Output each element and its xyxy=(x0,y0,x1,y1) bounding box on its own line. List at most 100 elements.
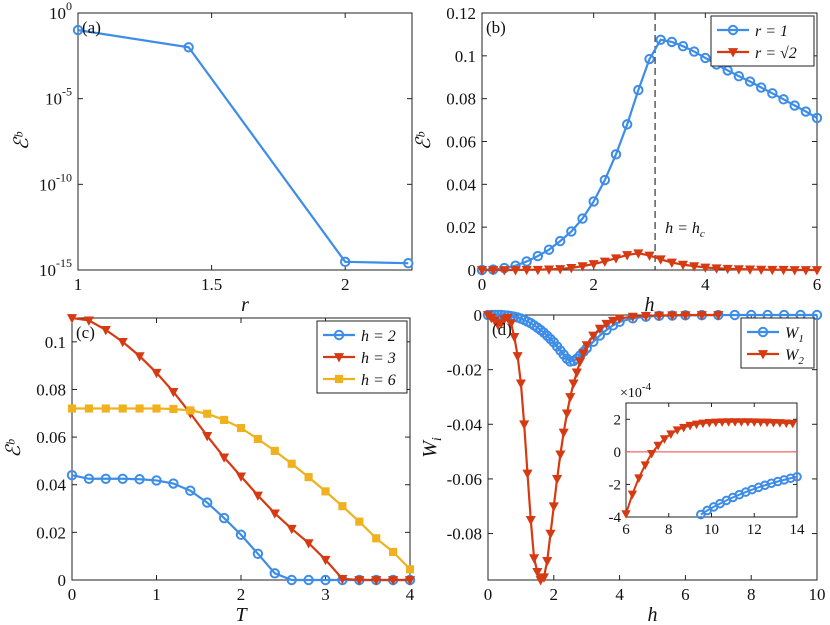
x-axis-label: h xyxy=(645,294,655,316)
data-point xyxy=(152,404,161,413)
data-point xyxy=(521,265,532,276)
data-point xyxy=(666,36,678,48)
y-tick-label: 0.12 xyxy=(446,4,476,23)
legend-box xyxy=(710,15,815,67)
data-point xyxy=(168,387,179,398)
inset-data-point xyxy=(736,418,747,427)
data-point xyxy=(577,213,588,224)
legend: h = 2 h = 3 h = 6 xyxy=(316,320,408,394)
data-point xyxy=(680,311,691,321)
data-point xyxy=(578,349,589,359)
data-point xyxy=(633,249,644,259)
y-tick-label: 0.02 xyxy=(36,523,66,542)
data-point xyxy=(577,262,588,272)
data-point xyxy=(286,524,297,535)
data-point xyxy=(554,235,566,247)
data-point xyxy=(269,509,280,519)
data-point xyxy=(338,502,347,511)
data-point xyxy=(287,459,296,468)
data-point xyxy=(778,94,789,105)
legend-label: h = 3 xyxy=(361,350,396,367)
inset-data-point xyxy=(711,418,721,428)
data-point xyxy=(202,497,213,508)
inset-data-point xyxy=(666,430,676,439)
data-point xyxy=(320,574,331,586)
y-axis-label: ℰᵇ xyxy=(11,131,33,150)
x-tick-label: 10 xyxy=(809,585,826,604)
x-axis-label: r xyxy=(241,294,249,316)
legend-marker xyxy=(757,326,769,338)
data-point xyxy=(700,263,711,273)
data-point xyxy=(169,404,178,414)
data-point xyxy=(601,319,612,330)
y-tick-label: -0.06 xyxy=(447,470,482,489)
inset-data-point xyxy=(640,461,650,470)
x-tick-label: 4 xyxy=(406,585,415,604)
data-point xyxy=(183,42,194,53)
inset-data-point xyxy=(756,418,766,428)
data-point xyxy=(696,311,707,321)
panel-label: (c) xyxy=(76,323,95,342)
data-point xyxy=(67,404,77,413)
data-point xyxy=(677,40,689,52)
y-tick-label: 0.1 xyxy=(455,47,476,66)
series-h-6 xyxy=(67,404,415,574)
data-point xyxy=(270,446,279,455)
data-point xyxy=(689,262,700,272)
inset-data-point xyxy=(762,418,772,428)
inset-data-point xyxy=(679,423,689,433)
data-point xyxy=(72,24,84,36)
series-r-2 xyxy=(476,249,823,276)
legend-label: r = √2 xyxy=(755,45,797,62)
x-tick-label: 1.5 xyxy=(201,275,222,294)
data-point xyxy=(568,379,579,389)
data-point xyxy=(594,324,605,335)
data-point xyxy=(510,266,521,276)
data-point xyxy=(607,316,619,327)
data-point xyxy=(588,196,599,207)
inset-data-point xyxy=(627,490,638,500)
inset-data-point xyxy=(653,441,663,451)
panel-label: (a) xyxy=(82,18,101,37)
data-point xyxy=(542,557,553,567)
x-tick-label: 6 xyxy=(681,585,690,604)
panel-a: 1 1.5 2 10-15 10-10 10-5 100 r ℰᵇ (a) xyxy=(11,0,414,316)
data-point xyxy=(614,314,625,325)
data-point xyxy=(789,100,800,111)
x-tick-label: 6 xyxy=(813,275,822,294)
data-point xyxy=(304,473,313,482)
inset-data-point xyxy=(768,419,779,428)
y-tick-label: 0.06 xyxy=(36,428,66,447)
x-tick-label: 2 xyxy=(341,275,350,294)
data-point xyxy=(610,149,622,160)
data-point xyxy=(654,311,665,322)
legend-marker xyxy=(727,48,739,58)
y-tick-label: 10-5 xyxy=(45,85,72,109)
series-h-3 xyxy=(66,314,416,586)
data-point xyxy=(711,264,722,274)
data-point xyxy=(543,244,555,255)
inset-data-point xyxy=(749,418,759,427)
data-point xyxy=(532,250,544,262)
data-point xyxy=(767,265,778,276)
data-point xyxy=(236,423,246,433)
data-point xyxy=(203,409,212,418)
panel-b: 0 2 4 6 0 0.02 0.04 0.06 0.08 0.1 0.12 h ℰᵇ h = hc (b)… xyxy=(413,4,823,316)
series-r-1 xyxy=(476,34,823,276)
data-point xyxy=(545,529,556,540)
data-point xyxy=(599,174,611,186)
data-point xyxy=(151,368,162,379)
data-point xyxy=(800,266,811,276)
data-point xyxy=(800,106,812,117)
data-point xyxy=(476,266,488,276)
inset-y-tick-label: -4 xyxy=(609,510,622,526)
inset-x-tick-label: 14 xyxy=(790,522,806,538)
data-point xyxy=(235,529,247,540)
panel-label: (b) xyxy=(486,18,506,37)
data-point xyxy=(405,565,415,574)
inset-data-point xyxy=(659,435,670,444)
x-tick-label: 0 xyxy=(68,585,77,604)
